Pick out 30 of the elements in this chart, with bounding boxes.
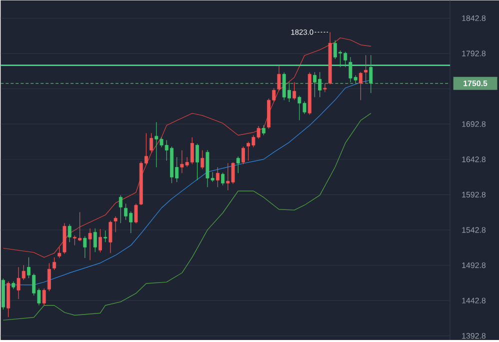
- candlestick: [242, 146, 245, 164]
- candlestick: [93, 228, 97, 252]
- candlestick: [358, 72, 362, 100]
- candlestick: [323, 82, 327, 92]
- candlestick: [200, 150, 204, 170]
- candlestick: [216, 166, 220, 188]
- candlestick: [83, 236, 87, 258]
- line-series: [2, 112, 372, 321]
- line-series: [2, 37, 372, 258]
- candlestick: [52, 257, 56, 270]
- candlestick: [88, 228, 92, 260]
- candlestick: [277, 66, 281, 92]
- candlestick: [118, 194, 122, 224]
- candlestick: [364, 54, 368, 84]
- candlestick: [196, 143, 199, 180]
- candlestick: [262, 124, 266, 136]
- candlestick: [221, 172, 225, 186]
- candlestick: [42, 288, 46, 306]
- candlestick: [68, 224, 72, 242]
- candlestick: [104, 230, 108, 242]
- candlestick: [292, 82, 296, 100]
- candlestick: [236, 156, 240, 174]
- candlestick: [58, 246, 62, 258]
- candlestick: [108, 220, 112, 254]
- candlestick: [114, 216, 118, 232]
- candlestick: [150, 132, 154, 152]
- candlestick: [134, 203, 138, 224]
- candlestick: [98, 228, 102, 253]
- candlestick: [369, 54, 373, 94]
- candlestick: [47, 262, 51, 292]
